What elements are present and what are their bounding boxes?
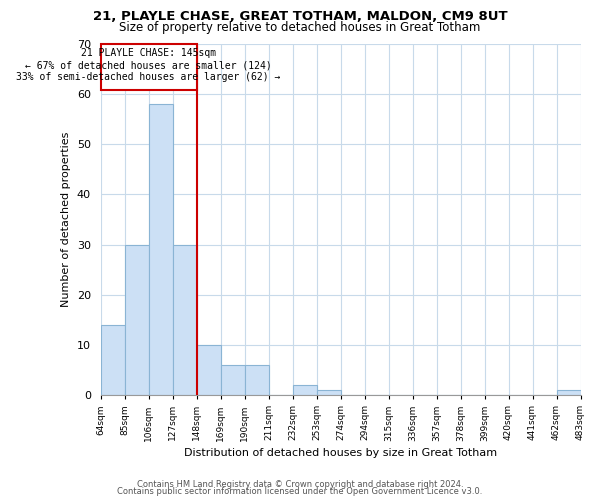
X-axis label: Distribution of detached houses by size in Great Totham: Distribution of detached houses by size … — [184, 448, 497, 458]
Text: 33% of semi-detached houses are larger (62) →: 33% of semi-detached houses are larger (… — [16, 72, 281, 82]
Text: Contains HM Land Registry data © Crown copyright and database right 2024.: Contains HM Land Registry data © Crown c… — [137, 480, 463, 489]
Bar — [293, 385, 317, 395]
FancyBboxPatch shape — [101, 44, 197, 90]
Bar — [317, 390, 341, 395]
Bar — [245, 365, 269, 395]
Y-axis label: Number of detached properties: Number of detached properties — [61, 132, 71, 308]
Bar — [197, 345, 221, 395]
Text: ← 67% of detached houses are smaller (124): ← 67% of detached houses are smaller (12… — [25, 60, 272, 70]
Text: Contains public sector information licensed under the Open Government Licence v3: Contains public sector information licen… — [118, 487, 482, 496]
Bar — [125, 244, 149, 395]
Bar — [221, 365, 245, 395]
Text: 21 PLAYLE CHASE: 145sqm: 21 PLAYLE CHASE: 145sqm — [81, 48, 216, 58]
Bar — [557, 390, 581, 395]
Text: Size of property relative to detached houses in Great Totham: Size of property relative to detached ho… — [119, 21, 481, 34]
Bar — [173, 244, 197, 395]
Text: 21, PLAYLE CHASE, GREAT TOTHAM, MALDON, CM9 8UT: 21, PLAYLE CHASE, GREAT TOTHAM, MALDON, … — [92, 10, 508, 23]
Bar — [101, 325, 125, 395]
Bar — [149, 104, 173, 395]
